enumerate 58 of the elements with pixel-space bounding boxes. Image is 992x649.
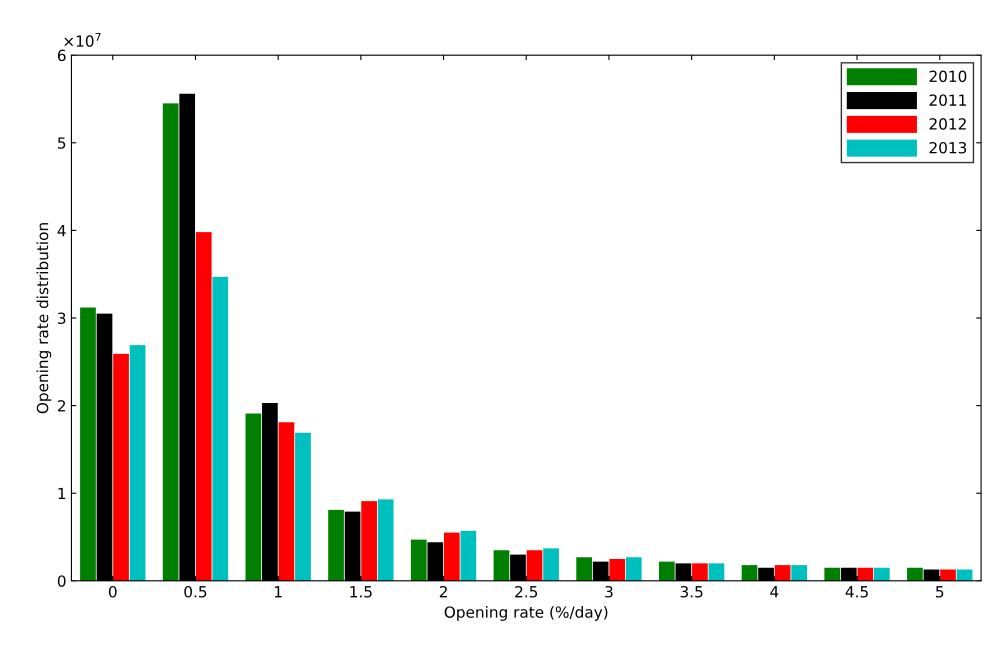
bar	[692, 563, 708, 581]
bar	[576, 557, 592, 581]
bar	[328, 510, 344, 581]
legend-label: 2011	[930, 94, 966, 106]
x-tick-label: 3.5	[680, 586, 702, 598]
x-axis-title: Opening rate (%/day)	[444, 606, 608, 621]
y-tick-label: 3	[58, 312, 66, 324]
x-tick-label: 0	[108, 586, 117, 598]
x-tick-label: 3	[605, 586, 613, 598]
bar	[940, 569, 956, 581]
bar	[246, 414, 262, 581]
bar	[956, 569, 972, 581]
y-axis-title: Opening rate distribution	[36, 223, 52, 414]
x-tick-label: 4.5	[846, 586, 868, 598]
x-tick-label: 0.5	[184, 586, 206, 598]
bar	[444, 532, 460, 581]
x-tick-label: 5	[936, 586, 944, 598]
x-tick-label: 2	[440, 586, 447, 598]
bar	[708, 563, 724, 581]
x-tick-label: 2.5	[515, 586, 538, 598]
y-tick-label: 0	[58, 575, 66, 587]
bar	[378, 499, 394, 581]
text: ×10$^{7}$	[64, 32, 101, 47]
bar	[130, 345, 146, 581]
bar	[874, 568, 890, 581]
bar	[113, 354, 129, 581]
bar	[824, 568, 840, 581]
bar	[907, 568, 923, 581]
bar	[609, 558, 626, 581]
bar	[494, 550, 510, 581]
bar	[212, 276, 228, 581]
bar	[658, 562, 675, 581]
x-tick-label: 1.5	[350, 586, 372, 598]
bar	[543, 548, 559, 581]
legend-label: 2012	[930, 118, 966, 130]
bar	[791, 565, 808, 581]
bar	[857, 568, 874, 581]
y-tick-label: 5	[58, 137, 66, 149]
bar	[295, 432, 311, 581]
y-tick-label: 4	[58, 225, 66, 236]
bar	[278, 422, 294, 581]
x-tick-label: 4	[770, 586, 778, 598]
bar	[526, 550, 542, 581]
bar	[410, 540, 427, 581]
bar	[742, 565, 758, 581]
y-tick-label: 6	[58, 50, 66, 62]
bar	[162, 103, 179, 581]
bar	[774, 565, 790, 581]
y-tick-label: 2	[58, 400, 66, 412]
x-tick-label: 1	[274, 586, 282, 598]
legend-label: 2013	[930, 142, 966, 154]
bar	[626, 557, 642, 581]
bar	[361, 501, 377, 581]
bar	[460, 530, 476, 581]
y-tick-label: 1	[58, 488, 66, 500]
bar	[196, 232, 212, 581]
bar	[80, 307, 96, 581]
legend-label: 2010	[930, 70, 966, 82]
